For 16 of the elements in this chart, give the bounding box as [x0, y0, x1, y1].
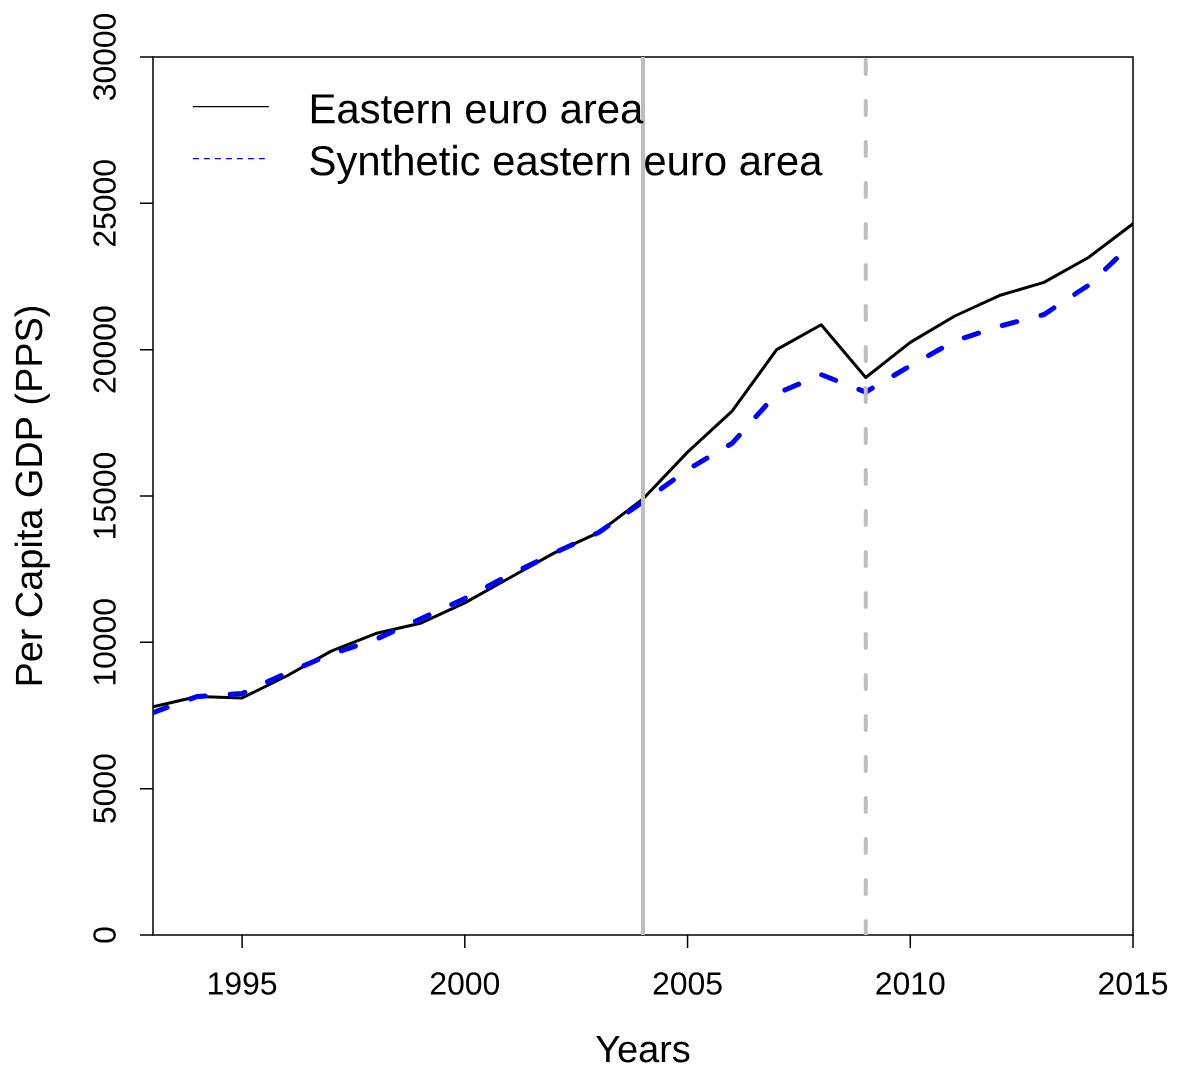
- x-tick-label: 1995: [209, 972, 277, 995]
- x-tick-label: 2005: [653, 972, 722, 995]
- x-axis-title: Years: [596, 1035, 690, 1063]
- y-axis-title: Per Capita GDP (PPS): [14, 306, 50, 685]
- legend-label: Synthetic eastern euro area: [310, 144, 823, 184]
- y-tick-label: 10000: [93, 599, 116, 685]
- x-tick-label: 2015: [1099, 972, 1168, 995]
- x-tick-label: 2010: [876, 972, 945, 995]
- y-tick-label: 30000: [93, 13, 116, 101]
- y-tick-label: 20000: [93, 306, 116, 393]
- x-tick-label: 2000: [430, 972, 500, 995]
- y-tick-label: 5000: [93, 754, 116, 823]
- y-tick-label: 15000: [93, 452, 116, 538]
- legend-label: Eastern euro area: [311, 94, 644, 124]
- y-tick-label: 0: [93, 927, 116, 943]
- y-tick-label: 25000: [93, 160, 116, 247]
